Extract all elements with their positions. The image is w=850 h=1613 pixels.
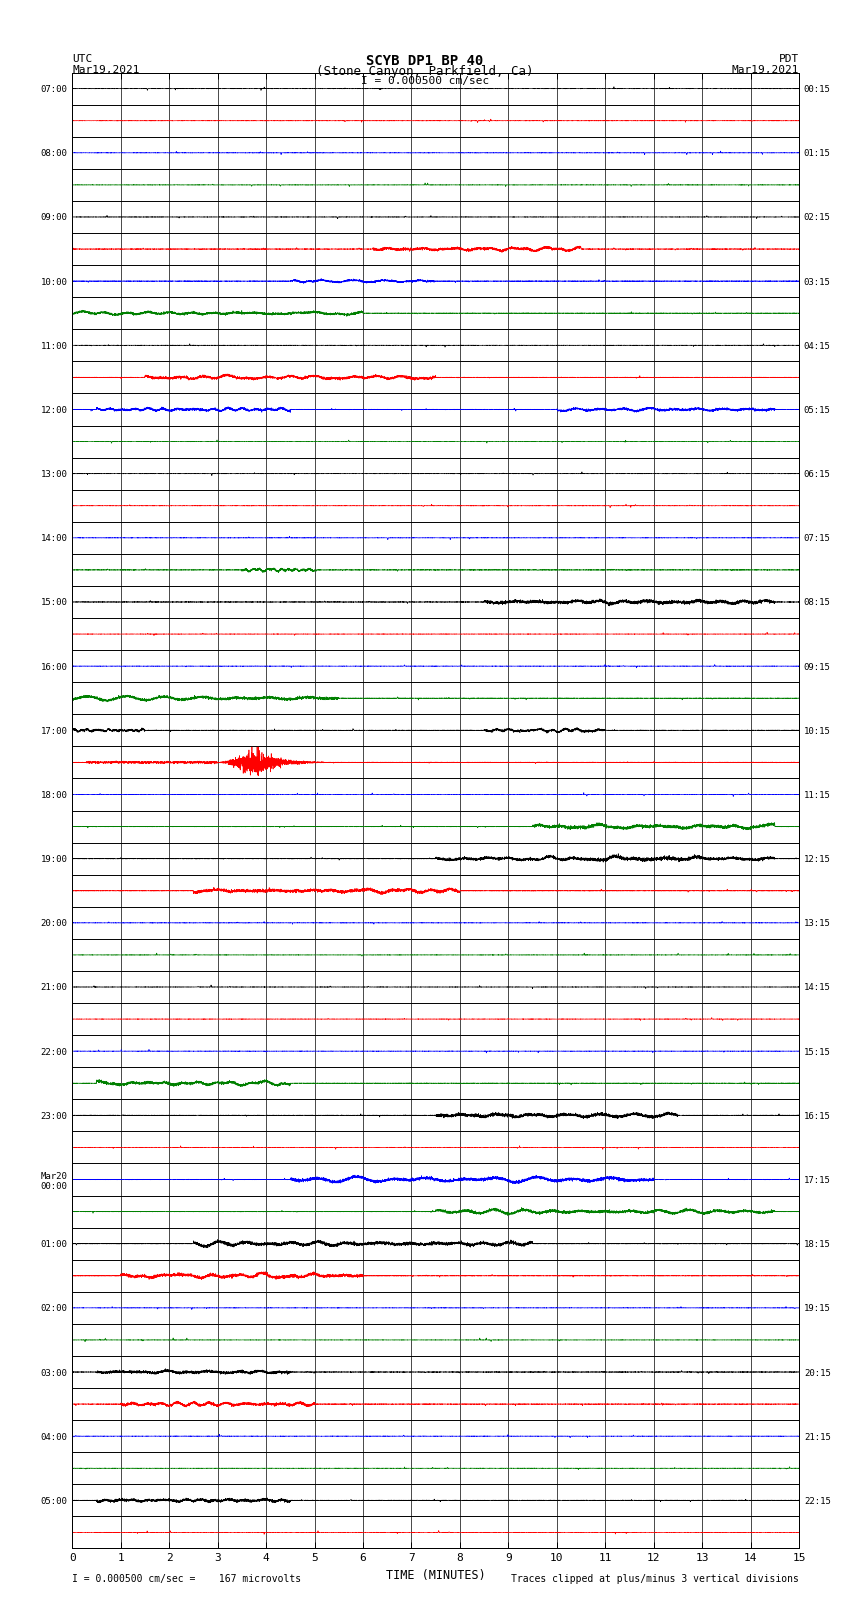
Text: I = 0.000500 cm/sec: I = 0.000500 cm/sec: [361, 76, 489, 85]
Text: SCYB DP1 BP 40: SCYB DP1 BP 40: [366, 53, 484, 68]
X-axis label: TIME (MINUTES): TIME (MINUTES): [386, 1569, 485, 1582]
Text: Mar19,2021: Mar19,2021: [732, 65, 799, 76]
Text: Mar19,2021: Mar19,2021: [72, 65, 139, 76]
Text: (Stone Canyon, Parkfield, Ca): (Stone Canyon, Parkfield, Ca): [316, 65, 534, 79]
Text: UTC: UTC: [72, 53, 93, 65]
Text: I = 0.000500 cm/sec =    167 microvolts: I = 0.000500 cm/sec = 167 microvolts: [72, 1574, 302, 1584]
Text: Traces clipped at plus/minus 3 vertical divisions: Traces clipped at plus/minus 3 vertical …: [511, 1574, 799, 1584]
Text: PDT: PDT: [779, 53, 799, 65]
